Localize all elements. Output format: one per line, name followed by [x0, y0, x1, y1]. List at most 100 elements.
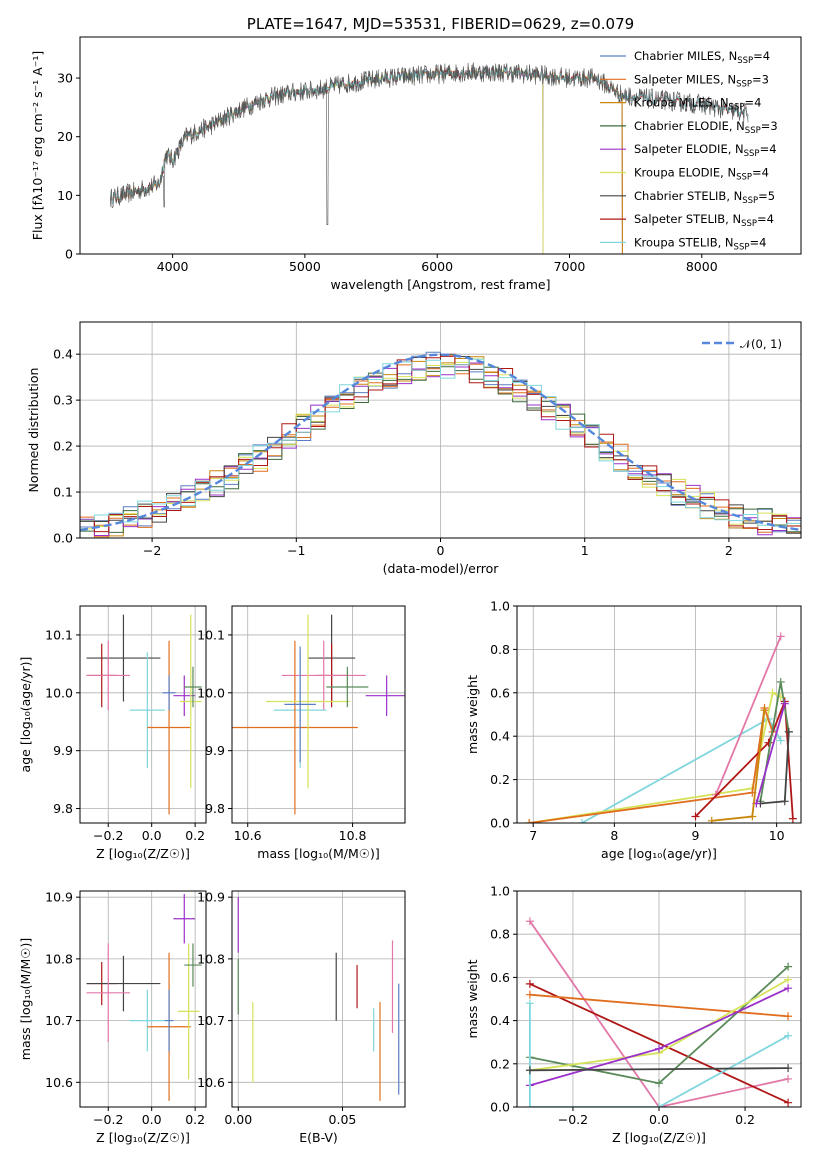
- weight-line: [581, 717, 782, 823]
- model-line: [159, 66, 544, 254]
- model-line: [109, 67, 623, 254]
- y-tick-label: 0.2: [490, 1056, 510, 1071]
- x-tick-label: 2: [725, 543, 733, 558]
- y-tick-label: 10.7: [45, 1013, 73, 1028]
- legend-label: 𝒩(0, 1): [740, 337, 782, 351]
- legend-name: Salpeter MILES, N: [634, 72, 736, 86]
- x-tick-label: 9: [692, 828, 700, 843]
- x-tick-label: 0: [437, 543, 445, 558]
- weight-line: [529, 920, 789, 1107]
- x-axis-label: age [log₁₀(age/yr)]: [601, 846, 717, 861]
- axes-frame: [79, 605, 207, 824]
- plus-marker: [577, 819, 586, 823]
- y-tick-label: 0.2: [490, 772, 510, 787]
- plus-marker: [760, 706, 769, 715]
- x-tick-label: −0.2: [93, 1112, 123, 1127]
- plus-marker: [748, 812, 757, 821]
- y-tick-label: 0.0: [490, 816, 510, 831]
- x-tick-label: −0.2: [93, 828, 123, 843]
- weight-line: [529, 707, 774, 823]
- legend-label: Salpeter ELODIE, NSSP=4: [634, 142, 777, 159]
- legend-sub: SSP: [741, 219, 757, 229]
- y-tick-label: 9.9: [205, 743, 225, 758]
- y-tick-label: 1.0: [490, 884, 510, 899]
- model-line: [109, 66, 623, 254]
- plus-marker: [655, 1044, 663, 1053]
- axes-frame: [231, 605, 406, 824]
- axes-frame: [79, 36, 802, 255]
- plot-area-2: [80, 606, 206, 823]
- legend-name: Kroupa MILES, N: [634, 96, 729, 110]
- model-line: [159, 67, 544, 254]
- plus-marker: [784, 984, 793, 993]
- x-tick-label: 0.0: [649, 1112, 669, 1127]
- plus-marker: [691, 812, 700, 821]
- x-tick-label: 6000: [421, 259, 453, 274]
- y-tick-label: 0.3: [53, 393, 73, 408]
- legend-label: Salpeter STELIB, NSSP=4: [634, 212, 774, 229]
- plot-area-7: [517, 891, 801, 1107]
- plus-marker: [525, 917, 534, 926]
- model-line: [109, 65, 749, 204]
- legend-name: Kroupa ELODIE, N: [634, 166, 736, 180]
- chart-title: PLATE=1647, MJD=53531, FIBERID=0629, z=0…: [247, 15, 634, 33]
- weight-line: [529, 993, 789, 1018]
- legend-sub: SSP: [736, 79, 752, 89]
- x-tick-label: 0.05: [329, 1112, 357, 1127]
- x-tick-label: 0.2: [185, 828, 205, 843]
- legend-name: Chabrier ELODIE, N: [634, 119, 745, 133]
- x-axis-label: Z [log₁₀(Z/Z☉)]: [612, 1130, 706, 1145]
- y-axis-label: mass weight: [465, 675, 480, 754]
- legend-tail: =5: [758, 189, 775, 203]
- x-tick-label: 0.00: [224, 1112, 252, 1127]
- y-tick-label: 10.1: [197, 627, 225, 642]
- y-axis-label: mass weight: [465, 959, 480, 1038]
- legend-sub: SSP: [744, 149, 760, 159]
- legend-sub: SSP: [745, 126, 761, 136]
- legend-name: Salpeter STELIB, N: [634, 212, 741, 226]
- legend-sub: SSP: [736, 173, 752, 183]
- x-axis-label: Z [log₁₀(Z/Z☉)]: [96, 1130, 190, 1145]
- x-tick-label: −2: [143, 543, 161, 558]
- weight-line: [529, 1067, 789, 1072]
- legend-name: Salpeter ELODIE, N: [634, 142, 744, 156]
- y-tick-label: 30: [57, 71, 73, 86]
- legend-label: Chabrier ELODIE, NSSP=3: [634, 119, 778, 136]
- legend-tail: =3: [752, 72, 769, 86]
- x-axis-label: Z [log₁₀(Z/Z☉)]: [96, 846, 190, 861]
- y-tick-label: 10.9: [45, 890, 73, 905]
- y-tick-label: 10.7: [197, 1013, 225, 1028]
- x-tick-label: 8: [610, 828, 618, 843]
- y-tick-label: 9.8: [205, 801, 225, 816]
- plot-area-4: [517, 606, 801, 823]
- x-tick-label: 0.2: [185, 1112, 205, 1127]
- legend-label: Chabrier MILES, NSSP=4: [634, 49, 770, 66]
- plot-area-0: [109, 62, 749, 254]
- y-tick-label: 9.9: [53, 743, 73, 758]
- legend-label: Salpeter MILES, NSSP=3: [634, 72, 769, 89]
- y-tick-label: 0.0: [490, 1100, 510, 1115]
- y-tick-label: 0.0: [53, 531, 73, 546]
- plus-marker: [780, 797, 789, 806]
- plus-marker: [525, 999, 534, 1008]
- plus-marker: [784, 727, 793, 736]
- weight-line: [694, 701, 794, 819]
- legend-label: Kroupa STELIB, NSSP=4: [634, 235, 766, 252]
- x-tick-label: 0.0: [142, 1112, 162, 1127]
- weight-line: [529, 1003, 789, 1107]
- legend-tail: =4: [760, 142, 777, 156]
- plus-marker: [655, 1103, 663, 1107]
- y-tick-label: 0.6: [490, 970, 510, 985]
- model-line: [109, 66, 749, 205]
- y-tick-label: 10.9: [197, 890, 225, 905]
- y-axis-label: Flux [fλ10⁻¹⁷ erg cm⁻² s⁻¹ A⁻¹]: [30, 51, 45, 240]
- legend-name: Chabrier STELIB, N: [634, 189, 742, 203]
- plus-marker: [784, 1031, 793, 1040]
- y-tick-label: 9.8: [53, 801, 73, 816]
- x-tick-label: 10: [769, 828, 785, 843]
- gaussian-curve: [80, 353, 801, 532]
- y-tick-label: 0.1: [53, 485, 73, 500]
- x-tick-label: 0.2: [735, 1112, 755, 1127]
- plus-marker: [784, 975, 793, 984]
- legend-label: Kroupa ELODIE, NSSP=4: [634, 166, 769, 183]
